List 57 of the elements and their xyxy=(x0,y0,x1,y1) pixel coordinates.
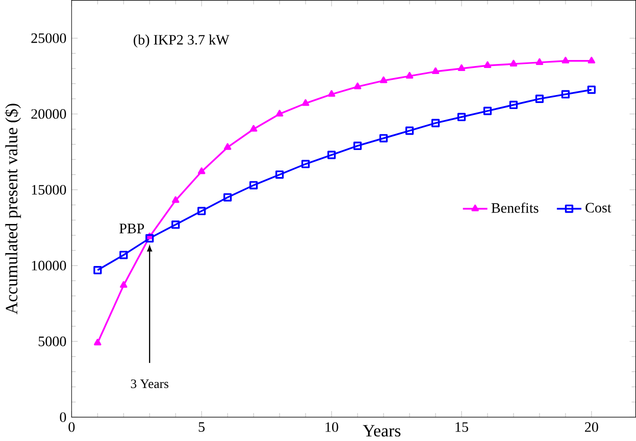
x-tick-label: 10 xyxy=(326,422,338,432)
annotation: PBP xyxy=(119,224,144,234)
point xyxy=(536,58,544,65)
point xyxy=(587,85,596,94)
point xyxy=(379,134,388,142)
point xyxy=(588,56,596,64)
y-tick-label: 15000 xyxy=(32,184,66,194)
point xyxy=(171,220,180,229)
x-tick-label: 20 xyxy=(584,422,598,432)
x-tick-label: 15 xyxy=(456,422,468,432)
legend-label: Cost xyxy=(586,202,612,212)
point xyxy=(198,167,206,174)
point xyxy=(275,170,284,179)
point xyxy=(94,338,102,346)
point xyxy=(328,90,336,97)
point xyxy=(405,126,414,135)
point xyxy=(223,193,232,202)
point xyxy=(145,234,154,242)
point xyxy=(406,72,414,78)
point xyxy=(457,112,466,122)
point xyxy=(510,60,518,66)
point xyxy=(172,196,180,203)
point xyxy=(250,124,258,132)
point xyxy=(276,110,284,116)
point xyxy=(562,56,570,64)
point xyxy=(93,266,102,274)
point xyxy=(119,250,128,259)
point xyxy=(380,76,388,83)
point xyxy=(509,100,518,109)
y-tick-label: 0 xyxy=(60,412,66,422)
point xyxy=(224,143,232,150)
point xyxy=(301,160,310,168)
point xyxy=(561,90,570,98)
x-axis-title: Years xyxy=(362,424,400,436)
point xyxy=(431,118,440,128)
point xyxy=(535,94,544,103)
point xyxy=(458,64,466,71)
point xyxy=(302,99,310,106)
y-axis-title: Accumulated present value ($) xyxy=(4,104,21,314)
x-tick-label: 5 xyxy=(198,422,205,432)
point xyxy=(353,142,362,150)
annotation: 3 Years xyxy=(130,379,168,388)
y-tick-label: 5000 xyxy=(38,336,66,346)
legend-label: Benefits xyxy=(491,202,538,213)
x-tick-label: 0 xyxy=(68,422,75,432)
y-tick-label: 20000 xyxy=(31,108,66,119)
point xyxy=(483,106,492,115)
point xyxy=(249,180,258,190)
point xyxy=(354,82,362,90)
text: (b) IKP2 3.7 kW xyxy=(134,34,230,48)
point xyxy=(327,150,336,159)
point xyxy=(197,206,206,216)
point xyxy=(120,280,128,288)
y-tick-label: 10000 xyxy=(32,260,66,270)
point xyxy=(484,61,492,68)
y-tick-label: 25000 xyxy=(31,33,66,43)
point xyxy=(432,67,440,74)
